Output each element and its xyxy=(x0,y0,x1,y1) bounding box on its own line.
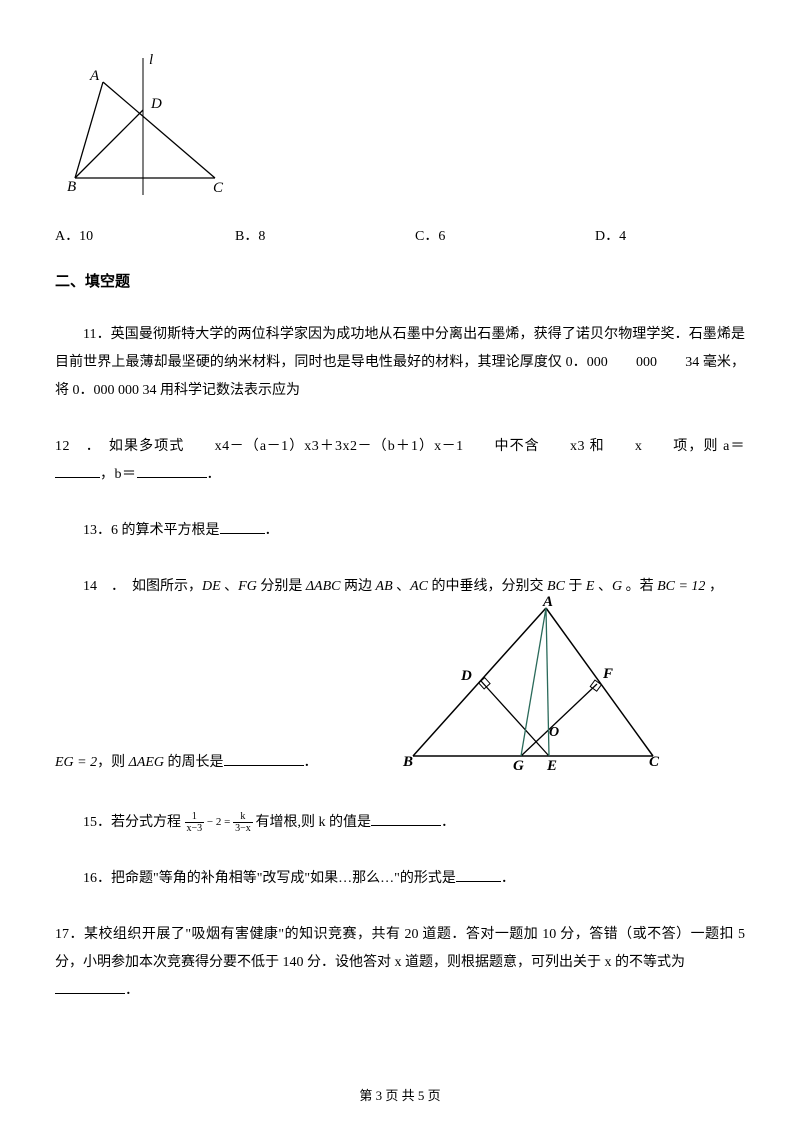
q15-mid: 有增根,则 k 的值是 xyxy=(255,815,371,830)
figure-triangle-top: l A B C D xyxy=(65,50,745,209)
q16-pre: 16．把命题"等角的补角相等"改写成"如果…那么…"的形式是 xyxy=(55,865,456,893)
q15-frac2: k3−x xyxy=(233,811,253,834)
q14-DE: DE xyxy=(202,579,221,594)
q17-pre: 17．某校组织开展了"吸烟有害健康"的知识竞赛，共有 20 道题．答对一题加 1… xyxy=(55,927,745,970)
q14-FG: FG xyxy=(238,579,257,594)
triangle-mid-svg: A B C D F G E O xyxy=(401,596,661,774)
section-header-fill: 二、填空题 xyxy=(55,269,745,296)
triangle-svg: l A B C D xyxy=(65,50,225,200)
q12-blank-b xyxy=(137,464,207,478)
q11-text: 11．英国曼彻斯特大学的两位科学家因为成功地从石墨中分离出石墨烯，获得了诺贝尔物… xyxy=(55,321,745,405)
q14-bc: ． xyxy=(304,755,318,770)
question-17: 17．某校组织开展了"吸烟有害健康"的知识竞赛，共有 20 道题．答对一题加 1… xyxy=(55,921,745,1005)
q15-equation: 1x−3 − 2 = k3−x xyxy=(185,816,256,828)
q15-pre: 15．若分式方程 xyxy=(55,809,181,837)
q16-blank xyxy=(456,868,501,882)
q15-blank xyxy=(371,812,441,826)
options-row: A．10 B．8 C．6 D．4 xyxy=(55,224,745,249)
svg-text:l: l xyxy=(149,52,153,68)
svg-text:D: D xyxy=(460,668,472,684)
q14-b: 、 xyxy=(221,579,239,594)
q14-G: G xyxy=(612,579,622,594)
q14-ba: ，则 xyxy=(97,755,129,770)
q13-blank xyxy=(220,520,265,534)
svg-text:F: F xyxy=(602,666,613,682)
question-13: 13．6 的算术平方根是 ． xyxy=(55,517,745,545)
svg-text:G: G xyxy=(513,758,524,774)
q14-d: 两边 xyxy=(341,579,376,594)
q13-pre: 13．6 的算术平方根是 xyxy=(55,517,220,545)
question-16: 16．把命题"等角的补角相等"改写成"如果…那么…"的形式是 ． xyxy=(55,865,745,893)
q16-end: ． xyxy=(501,871,515,886)
q14-ABC: ΔABC xyxy=(306,579,341,594)
page-footer: 第 3 页 共 5 页 xyxy=(0,1084,800,1107)
q14-g: 于 xyxy=(565,579,586,594)
q12-mid: ，b＝ xyxy=(100,467,137,482)
svg-text:A: A xyxy=(542,596,553,610)
q15-minus: − 2 = xyxy=(204,816,233,828)
question-11: 11．英国曼彻斯特大学的两位科学家因为成功地从石墨中分离出石墨烯，获得了诺贝尔物… xyxy=(55,321,745,405)
q14-f: 的中垂线，分别交 xyxy=(428,579,547,594)
svg-text:B: B xyxy=(67,179,76,195)
q14-j: ， xyxy=(705,579,723,594)
option-a: A．10 xyxy=(55,224,235,249)
svg-text:D: D xyxy=(150,96,162,112)
svg-text:O: O xyxy=(549,725,559,740)
question-12: 12 ． 如果多项式 x4－（a－1）x3＋3x2－（b＋1）x－1 中不含 x… xyxy=(55,433,745,489)
q14-AC: AC xyxy=(410,579,428,594)
q17-end: ． xyxy=(125,983,139,998)
q14-blank xyxy=(224,752,304,766)
svg-text:E: E xyxy=(546,758,557,774)
question-15: 15．若分式方程 1x−3 − 2 = k3−x 有增根,则 k 的值是 ． xyxy=(55,809,745,837)
q14-bb: 的周长是 xyxy=(164,755,224,770)
svg-text:A: A xyxy=(89,68,100,84)
q14-AB: AB xyxy=(376,579,393,594)
q12-blank-a xyxy=(55,464,100,478)
q14-i: 。若 xyxy=(622,579,657,594)
q15-end: ． xyxy=(441,815,455,830)
q13-end: ． xyxy=(265,523,279,538)
q14-a: 14 ． 如图所示， xyxy=(55,573,202,601)
q14-h: 、 xyxy=(594,579,612,594)
option-b: B．8 xyxy=(235,224,415,249)
q12-pre: 12 ． 如果多项式 x4－（a－1）x3＋3x2－（b＋1）x－1 中不含 x… xyxy=(55,439,745,454)
question-14-row: EG = 2，则 ΔAEG 的周长是 ． A B C D F G E O xyxy=(55,596,745,783)
q14-e: 、 xyxy=(393,579,411,594)
q12-end: ． xyxy=(207,467,222,482)
q15-frac1: 1x−3 xyxy=(185,811,205,834)
svg-text:B: B xyxy=(402,754,413,770)
q14-c: 分别是 xyxy=(257,579,306,594)
q14-bottom-left: EG = 2，则 ΔAEG 的周长是 ． xyxy=(55,750,318,783)
q17-blank xyxy=(55,980,125,994)
option-d: D．4 xyxy=(595,224,626,249)
q14-BC: BC xyxy=(547,579,565,594)
svg-text:C: C xyxy=(213,180,224,196)
option-c: C．6 xyxy=(415,224,595,249)
q14-BC12: BC = 12 xyxy=(657,579,705,594)
q14-AEG: ΔAEG xyxy=(129,755,164,770)
svg-text:C: C xyxy=(649,754,660,770)
figure-triangle-mid: A B C D F G E O xyxy=(401,596,661,783)
q14-EG2: EG = 2 xyxy=(55,755,97,770)
